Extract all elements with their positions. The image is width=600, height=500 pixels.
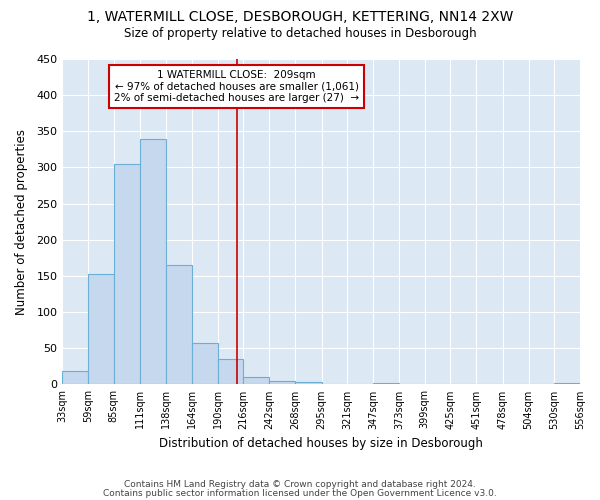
Text: 1 WATERMILL CLOSE:  209sqm
← 97% of detached houses are smaller (1,061)
2% of se: 1 WATERMILL CLOSE: 209sqm ← 97% of detac…: [114, 70, 359, 103]
Bar: [192, 343, 218, 384]
Bar: [295, 382, 322, 384]
Text: Contains HM Land Registry data © Crown copyright and database right 2024.: Contains HM Land Registry data © Crown c…: [124, 480, 476, 489]
X-axis label: Distribution of detached houses by size in Desborough: Distribution of detached houses by size …: [159, 437, 483, 450]
Bar: [114, 164, 140, 384]
Text: 1, WATERMILL CLOSE, DESBOROUGH, KETTERING, NN14 2XW: 1, WATERMILL CLOSE, DESBOROUGH, KETTERIN…: [87, 10, 513, 24]
Text: Contains public sector information licensed under the Open Government Licence v3: Contains public sector information licen…: [103, 488, 497, 498]
Bar: [244, 377, 269, 384]
Y-axis label: Number of detached properties: Number of detached properties: [15, 128, 28, 314]
Bar: [88, 274, 114, 384]
Text: Size of property relative to detached houses in Desborough: Size of property relative to detached ho…: [124, 28, 476, 40]
Bar: [554, 383, 580, 384]
Bar: [269, 381, 295, 384]
Bar: [140, 138, 166, 384]
Bar: [218, 359, 244, 384]
Bar: [373, 383, 399, 384]
Bar: [166, 265, 192, 384]
Bar: [62, 372, 88, 384]
